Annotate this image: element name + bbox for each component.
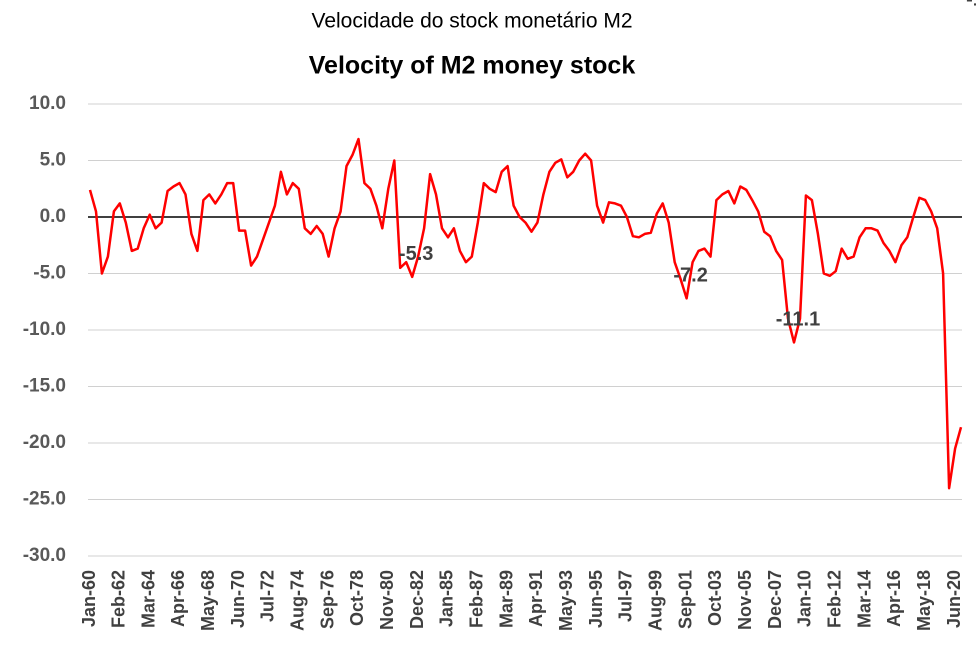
x-tick-label: Jan-10 bbox=[795, 570, 815, 627]
x-tick-label: Nov-80 bbox=[377, 570, 397, 630]
x-tick-label: Mar-64 bbox=[138, 570, 158, 628]
x-tick-label: Jan-60 bbox=[79, 570, 99, 627]
x-tick-label: Jun-95 bbox=[586, 570, 606, 628]
y-tick-label: -30.0 bbox=[23, 545, 66, 566]
value-label: -5.3 bbox=[399, 243, 433, 265]
chart-subtitle: Velocity of M2 money stock bbox=[309, 52, 636, 80]
chart-title: Velocidade do stock monetário M2 bbox=[311, 10, 632, 33]
x-tick-label: Jun-70 bbox=[228, 570, 248, 628]
y-tick-label: -10.0 bbox=[23, 319, 66, 340]
x-tick-label: Jul-97 bbox=[616, 570, 636, 622]
value-label: -7.2 bbox=[673, 265, 707, 287]
x-tick-label: Apr-66 bbox=[168, 570, 188, 627]
line-series bbox=[88, 137, 963, 490]
x-tick-label: Apr-91 bbox=[526, 570, 546, 627]
x-tick-label: Jan-85 bbox=[437, 570, 457, 627]
x-tick-label: Jun-20 bbox=[944, 570, 964, 628]
x-tick-label: May-68 bbox=[198, 570, 218, 631]
y-tick-label: -25.0 bbox=[23, 489, 66, 510]
x-tick-label: Dec-07 bbox=[765, 570, 785, 629]
y-tick-label: 5.0 bbox=[40, 150, 66, 171]
x-tick-label: Aug-99 bbox=[646, 570, 666, 631]
x-tick-label: Mar-14 bbox=[854, 570, 874, 628]
y-tick-label: -15.0 bbox=[23, 376, 66, 397]
y-tick-label: 10.0 bbox=[29, 93, 66, 114]
x-tick-label: Nov-05 bbox=[735, 570, 755, 630]
y-tick-label: -20.0 bbox=[23, 432, 66, 453]
x-tick-label: Oct-03 bbox=[705, 570, 725, 626]
x-tick-label: Sep-76 bbox=[317, 570, 337, 629]
x-tick-label: Sep-01 bbox=[675, 570, 695, 629]
y-tick-label: -5.0 bbox=[33, 263, 66, 284]
x-tick-label: Oct-78 bbox=[347, 570, 367, 626]
x-tick-label: Mar-89 bbox=[496, 570, 516, 628]
value-label: -11.1 bbox=[776, 309, 820, 331]
x-tick-label: May-18 bbox=[914, 570, 934, 631]
x-tick-label: Feb-62 bbox=[109, 570, 129, 628]
x-tick-label: Feb-12 bbox=[825, 570, 845, 628]
x-tick-label: Feb-87 bbox=[467, 570, 487, 628]
x-tick-label: May-93 bbox=[556, 570, 576, 631]
x-tick-label: Dec-82 bbox=[407, 570, 427, 629]
value-label: -18.6 bbox=[966, 0, 976, 10]
x-tick-label: Jul-72 bbox=[258, 570, 278, 622]
x-tick-label: Apr-16 bbox=[884, 570, 904, 627]
y-tick-label: 0.0 bbox=[40, 206, 66, 227]
x-tick-label: Aug-74 bbox=[288, 570, 308, 631]
